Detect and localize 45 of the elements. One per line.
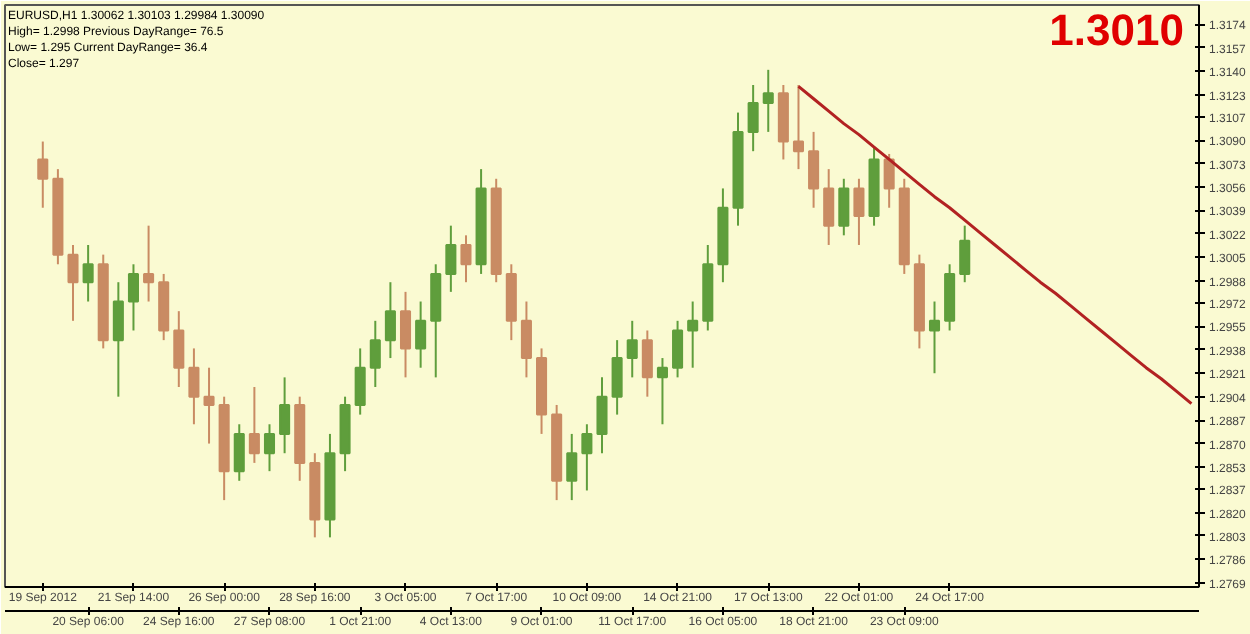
candlestick xyxy=(641,329,653,398)
candlestick xyxy=(384,281,396,360)
candlestick xyxy=(792,83,805,171)
candlestick xyxy=(687,300,699,369)
candlestick xyxy=(581,423,593,492)
candlestick xyxy=(248,386,260,464)
chart-title: 1.3010 xyxy=(1049,5,1184,55)
candlestick xyxy=(143,224,155,303)
candlestick xyxy=(263,423,276,473)
line-series xyxy=(796,84,1193,406)
candlestick xyxy=(853,177,865,246)
candlestick xyxy=(354,347,366,416)
candlestick xyxy=(445,224,457,293)
candlestick xyxy=(959,224,971,284)
candlestick xyxy=(112,281,124,398)
candlestick xyxy=(203,366,215,445)
candlestick xyxy=(883,152,895,209)
candlestick xyxy=(611,339,623,416)
candlestick xyxy=(399,290,412,379)
candlestick xyxy=(127,263,139,332)
candlestick xyxy=(838,177,850,237)
candlestick xyxy=(823,168,835,246)
candlestick xyxy=(369,319,381,389)
candlestick xyxy=(626,319,638,379)
candlestick xyxy=(808,130,820,209)
candlestick xyxy=(566,432,578,502)
candlestick xyxy=(747,83,759,153)
candlestick xyxy=(520,300,532,379)
candlestick xyxy=(672,319,684,379)
candlestick xyxy=(188,347,200,426)
candlestick xyxy=(505,263,517,342)
candlestick xyxy=(928,300,941,375)
candlestick xyxy=(430,263,442,379)
candlestick xyxy=(279,376,291,455)
candlestick xyxy=(82,243,94,303)
candlestick xyxy=(67,243,79,322)
candlestick xyxy=(415,300,427,369)
candlestick xyxy=(173,310,185,389)
candlestick xyxy=(656,357,668,426)
candlestick xyxy=(233,423,245,482)
candlestick xyxy=(460,234,472,284)
candlestick xyxy=(37,140,49,209)
candlestick xyxy=(596,376,608,455)
candlestick xyxy=(762,68,774,133)
candlestick xyxy=(944,263,956,332)
